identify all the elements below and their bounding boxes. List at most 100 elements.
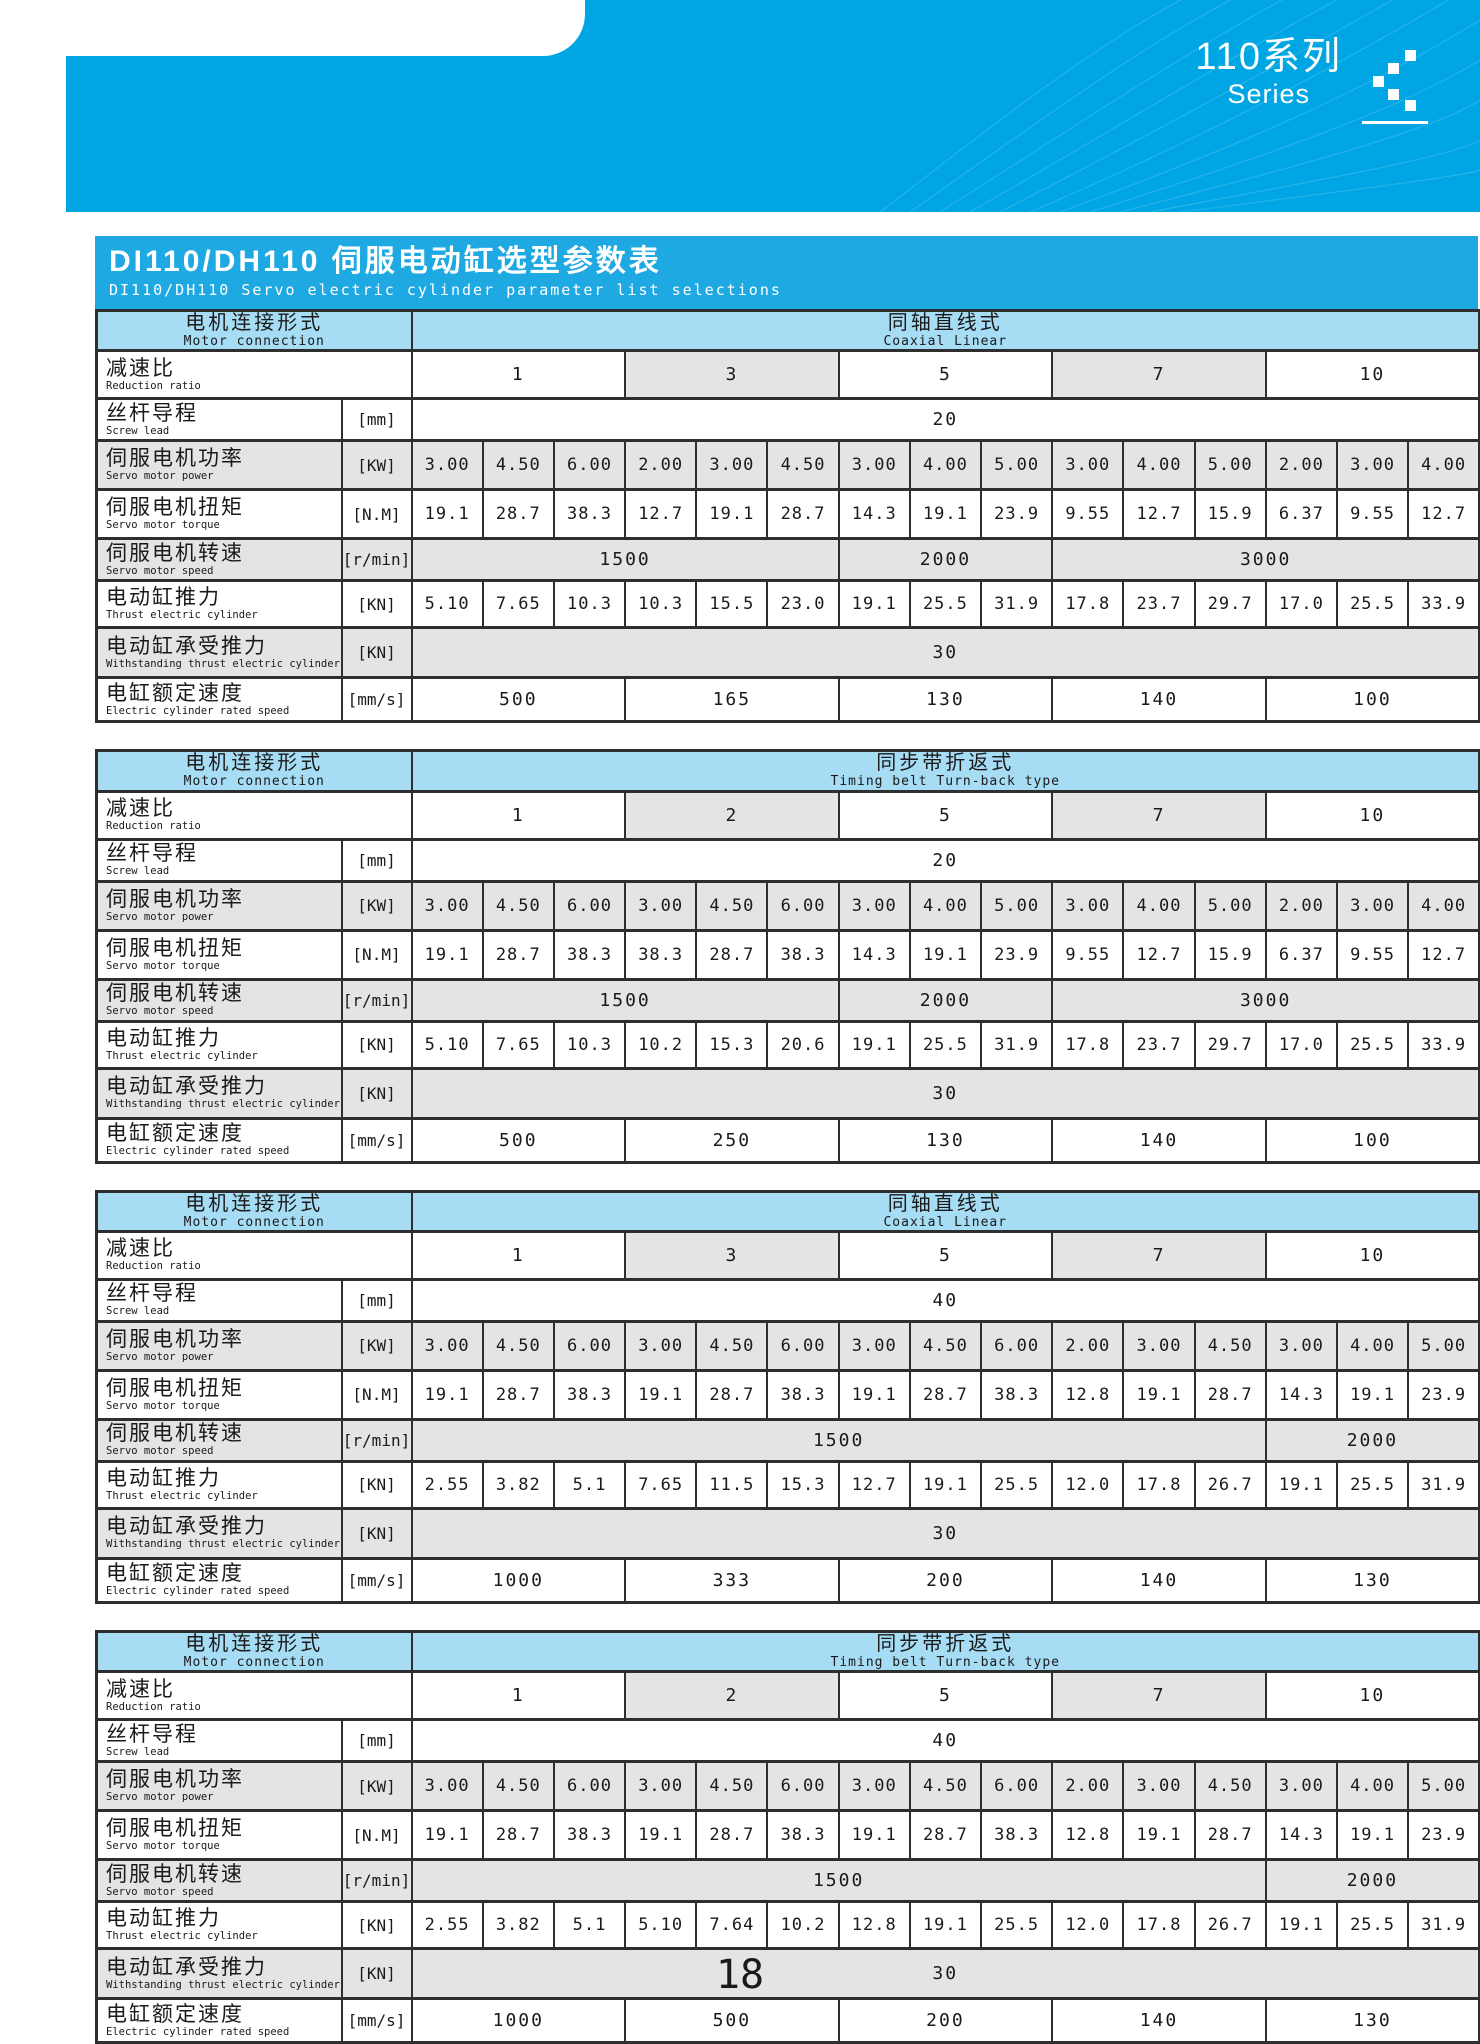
- power-value: 5.00: [1193, 439, 1267, 492]
- unit-cell: [KW]: [340, 1760, 413, 1813]
- power-value: 5.00: [1407, 1760, 1480, 1813]
- thrust-value: 31.9: [980, 1019, 1054, 1070]
- unit-cell: [KW]: [340, 439, 413, 492]
- power-value: 3.00: [624, 879, 698, 932]
- label-en: Screw lead: [106, 865, 170, 878]
- thrust-value: 10.2: [624, 1019, 698, 1070]
- power-value: 4.50: [481, 1319, 555, 1372]
- power-value: 3.00: [1122, 1760, 1196, 1813]
- torque-value: 38.3: [552, 1809, 627, 1862]
- torque-value: 28.7: [481, 1809, 555, 1862]
- thrust-value: 12.0: [1051, 1459, 1125, 1510]
- unit-cell: [KN]: [340, 1019, 413, 1070]
- power-value: 2.00: [1264, 439, 1338, 492]
- rated-value: 1000: [410, 1556, 627, 1604]
- thrust-value: 11.5: [695, 1459, 769, 1510]
- torque-value: 28.7: [695, 1368, 769, 1421]
- thrust-value: 5.1: [552, 1459, 627, 1510]
- thrust-value: 25.5: [1335, 1019, 1410, 1070]
- thrust-value: 5.1: [552, 1900, 627, 1951]
- ratio-value: 7: [1051, 349, 1267, 401]
- thrust-value: 19.1: [837, 1019, 911, 1070]
- power-value: 6.00: [766, 1760, 840, 1813]
- unit-cell: [KN]: [340, 626, 413, 680]
- table-row: 伺服电机扭矩 Servo motor torque [N.M] 19.1 28.7 38.…: [95, 1368, 1480, 1421]
- torque-value: 12.7: [1122, 928, 1196, 981]
- ratio-value: 1: [410, 349, 627, 401]
- ratio-value: 5: [837, 1670, 1054, 1722]
- band-cylinder-type: 同轴直线式 Coaxial Linear: [410, 1189, 1480, 1233]
- table-row: 伺服电机转速 Servo motor speed [r/min] 1500 2000: [95, 1417, 1480, 1463]
- power-value: 2.00: [1051, 1319, 1125, 1372]
- thrust-value: 3.82: [481, 1459, 555, 1510]
- row-label: 伺服电机扭矩 Servo motor torque: [95, 1368, 343, 1421]
- row-label: 伺服电机功率 Servo motor power: [95, 1319, 343, 1372]
- label-en: Servo motor speed: [106, 1885, 214, 1898]
- thrust-value: 2.55: [410, 1900, 484, 1951]
- torque-value: 38.3: [766, 1368, 840, 1421]
- table-row: 电动缸推力 Thrust electric cylinder [KN] 5.10 7.6…: [95, 579, 1480, 630]
- power-value: 6.00: [552, 1319, 627, 1372]
- table-row: 电动缸推力 Thrust electric cylinder [KN] 5.10 7.6…: [95, 1019, 1480, 1070]
- unit-cell: [mm]: [340, 1718, 413, 1764]
- torque-value: 14.3: [837, 928, 911, 981]
- ratio-value: 5: [837, 1229, 1054, 1281]
- torque-value: 38.3: [624, 928, 698, 981]
- label-en: Coaxial Linear: [883, 334, 1008, 349]
- label-en: Electric cylinder rated speed: [106, 1145, 290, 1158]
- row-label: 伺服电机功率 Servo motor power: [95, 1760, 343, 1813]
- rated-value: 165: [624, 676, 840, 724]
- power-value: 4.50: [1193, 1760, 1267, 1813]
- power-value: 2.00: [1264, 879, 1338, 932]
- thrust-value: 17.0: [1264, 1019, 1338, 1070]
- series-title-block: 110系列 Series: [1195, 36, 1342, 109]
- power-value: 3.00: [1122, 1319, 1196, 1372]
- power-value: 3.00: [624, 1760, 698, 1813]
- label-zh: 同轴直线式: [887, 1192, 1003, 1215]
- ratio-value: 1: [410, 1229, 627, 1281]
- rated-value: 333: [624, 1556, 840, 1604]
- label-zh: 伺服电机转速: [106, 541, 244, 565]
- power-value: 4.00: [1407, 879, 1480, 932]
- label-zh: 丝杆导程: [106, 1722, 198, 1746]
- unit-cell: [KN]: [340, 579, 413, 630]
- torque-value: 19.1: [1335, 1368, 1410, 1421]
- torque-value: 6.37: [1264, 488, 1338, 541]
- power-value: 3.00: [1051, 879, 1125, 932]
- label-en: Motor connection: [183, 1214, 325, 1230]
- row-label: 电缸额定速度 Electric cylinder rated speed: [95, 1997, 343, 2044]
- power-value: 3.00: [1264, 1319, 1338, 1372]
- rated-value: 500: [624, 1997, 840, 2044]
- unit-cell: [mm/s]: [340, 676, 413, 724]
- row-label: 电缸额定速度 Electric cylinder rated speed: [95, 1556, 343, 1604]
- parameter-table-3: 电机连接形式 Motor connection 同轴直线式 Coaxial Linea…: [95, 1189, 1480, 1604]
- lead-value: 40: [410, 1277, 1480, 1323]
- row-label: 电动缸承受推力 Withstanding thrust electric cyli…: [95, 626, 343, 680]
- table-row: 伺服电机扭矩 Servo motor torque [N.M] 19.1 28.7 38.…: [95, 928, 1480, 981]
- table-row: 电缸额定速度 Electric cylinder rated speed [mm/s…: [95, 1556, 1480, 1604]
- rated-value: 200: [837, 1997, 1054, 2044]
- power-value: 4.50: [481, 1760, 555, 1813]
- rated-value: 140: [1051, 676, 1267, 724]
- torque-value: 12.7: [1122, 488, 1196, 541]
- unit-cell: [mm]: [340, 837, 413, 883]
- power-value: 4.50: [695, 1319, 769, 1372]
- row-label: 减速比 Reduction ratio: [95, 1229, 413, 1281]
- torque-value: 28.7: [481, 1368, 555, 1421]
- row-label: 电缸额定速度 Electric cylinder rated speed: [95, 1116, 343, 1164]
- unit-cell: [KW]: [340, 1319, 413, 1372]
- band-motor-connection: 电机连接形式 Motor connection: [95, 308, 413, 353]
- torque-value: 19.1: [1335, 1809, 1410, 1862]
- label-en: Servo motor torque: [106, 519, 220, 532]
- torque-value: 12.7: [1407, 488, 1480, 541]
- power-value: 5.00: [980, 879, 1054, 932]
- rated-value: 140: [1051, 1556, 1267, 1604]
- torque-value: 28.7: [1193, 1368, 1267, 1421]
- torque-value: 12.7: [1407, 928, 1480, 981]
- thrust-value: 33.9: [1407, 579, 1480, 630]
- label-zh: 伺服电机扭矩: [106, 936, 244, 960]
- row-label: 伺服电机扭矩 Servo motor torque: [95, 1809, 343, 1862]
- label-en: Servo motor power: [106, 470, 214, 483]
- power-value: 4.00: [1335, 1319, 1410, 1372]
- label-zh: 减速比: [106, 1237, 175, 1261]
